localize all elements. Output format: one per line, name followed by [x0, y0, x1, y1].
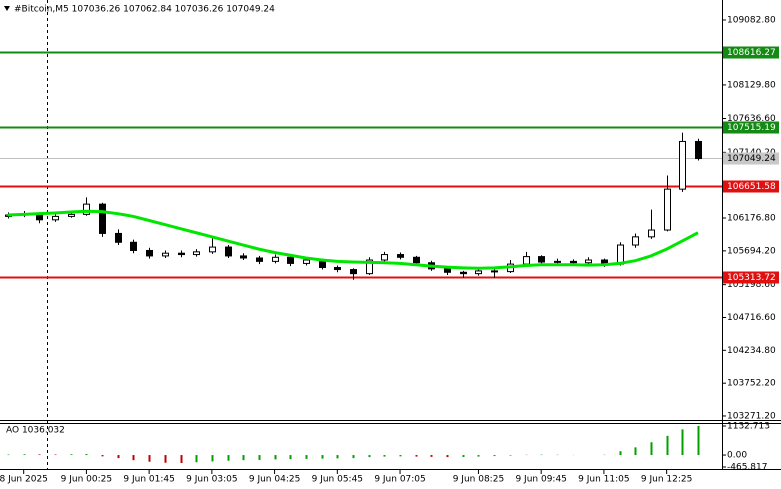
candle-body	[52, 215, 59, 221]
candle-body	[68, 213, 75, 217]
y-tick-label: 106176.80	[727, 213, 776, 223]
symbol-icon	[4, 6, 10, 11]
x-tick-label: 9 Jun 03:05	[186, 475, 237, 485]
candle-body	[303, 259, 310, 264]
level-tag	[723, 180, 779, 193]
bid-tag	[723, 152, 779, 165]
x-tick-label: 9 Jun 07:05	[374, 475, 425, 485]
candle-body	[83, 203, 90, 215]
bid-label: 107049.24	[727, 154, 776, 164]
candle-body	[240, 255, 247, 259]
candle-body	[334, 267, 341, 271]
candle-body	[538, 256, 545, 263]
candle-body	[460, 271, 467, 275]
level-label: 107515.19	[727, 123, 776, 133]
y-tick-label: 109082.80	[727, 15, 776, 25]
candle-body	[130, 241, 137, 251]
x-tick-label: 9 Jun 05:45	[312, 475, 363, 485]
indicator-title: AO 1036.032	[6, 426, 65, 436]
candle-body	[115, 232, 122, 243]
candle-body	[554, 260, 561, 263]
candle-body	[146, 249, 153, 257]
y-tick-label: 105694.20	[727, 246, 776, 256]
y-tick-label: 1132.713	[727, 422, 770, 432]
x-tick-label: 9 Jun 08:25	[453, 475, 504, 485]
candle-body	[287, 256, 294, 264]
candle-body	[178, 252, 185, 256]
level-tag	[723, 46, 779, 59]
y-tick-label: 107636.60	[727, 114, 776, 124]
y-tick-label: 103271.20	[727, 411, 776, 421]
y-tick-label: 104234.80	[727, 346, 776, 356]
candle-body	[366, 259, 373, 275]
y-tick-label: 105198.60	[727, 280, 776, 290]
level-label: 105313.72	[727, 273, 776, 283]
moving-average	[7, 209, 699, 270]
candle-body	[350, 269, 357, 275]
candle-body	[585, 259, 592, 264]
x-tick-label: 9 Jun 01:45	[123, 475, 174, 485]
candle-body	[648, 229, 655, 238]
x-tick-label: 9 Jun 12:25	[641, 475, 692, 485]
candle-body	[695, 140, 702, 160]
candle-body	[444, 268, 451, 273]
y-tick-label: 108129.80	[727, 80, 776, 90]
candle-body	[162, 252, 169, 257]
x-tick-label: 9 Jun 09:45	[515, 475, 566, 485]
candle-body	[209, 246, 216, 253]
candle-body	[413, 256, 420, 264]
y-tick-label: 0.00	[727, 451, 747, 461]
level-label: 108616.27	[727, 48, 776, 58]
candle-body	[617, 244, 624, 265]
level-tag	[723, 121, 779, 134]
x-tick-label: 9 Jun 04:25	[249, 475, 300, 485]
x-tick-label: 8 Jun 2025	[0, 475, 48, 485]
candle-body	[99, 203, 106, 234]
candle-body	[256, 257, 263, 262]
candle-body	[397, 254, 404, 258]
candle-body	[193, 251, 200, 256]
y-tick-label: -465.817	[727, 463, 767, 473]
candle-body	[523, 256, 530, 265]
y-tick-label: 103752.20	[727, 379, 776, 389]
candle-body	[475, 270, 482, 275]
candle-body	[491, 270, 498, 273]
level-tag	[723, 271, 779, 284]
level-label: 106651.58	[727, 182, 776, 192]
candle-body	[225, 246, 232, 257]
candle-body	[632, 236, 639, 246]
candle-body	[570, 260, 577, 264]
chart-title: #Bitcoin,M5 107036.26 107062.84 107036.2…	[14, 5, 275, 15]
candle-body	[381, 254, 388, 261]
candle-body	[272, 256, 279, 262]
x-tick-label: 9 Jun 11:05	[578, 475, 629, 485]
x-tick-label: 9 Jun 00:25	[61, 475, 112, 485]
candle-body	[664, 188, 671, 231]
candle-body	[679, 140, 686, 190]
y-tick-label: 104716.60	[727, 313, 776, 323]
